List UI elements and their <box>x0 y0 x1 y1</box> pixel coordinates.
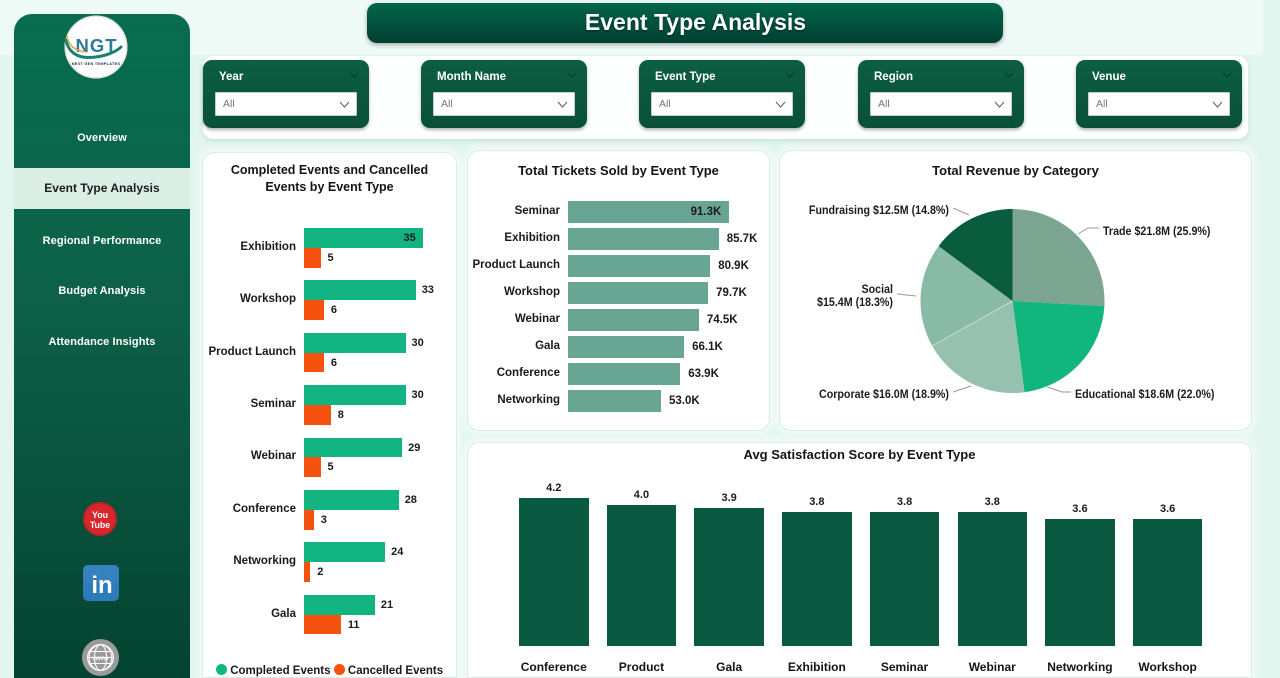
svg-text:www: www <box>92 655 110 662</box>
svg-text:NEXT GEN TEMPLATES: NEXT GEN TEMPLATES <box>72 62 121 66</box>
svg-text:in: in <box>91 572 112 599</box>
svg-text:Tube: Tube <box>90 520 110 530</box>
svg-text:You: You <box>92 510 108 520</box>
svg-text:NGT: NGT <box>75 35 117 56</box>
